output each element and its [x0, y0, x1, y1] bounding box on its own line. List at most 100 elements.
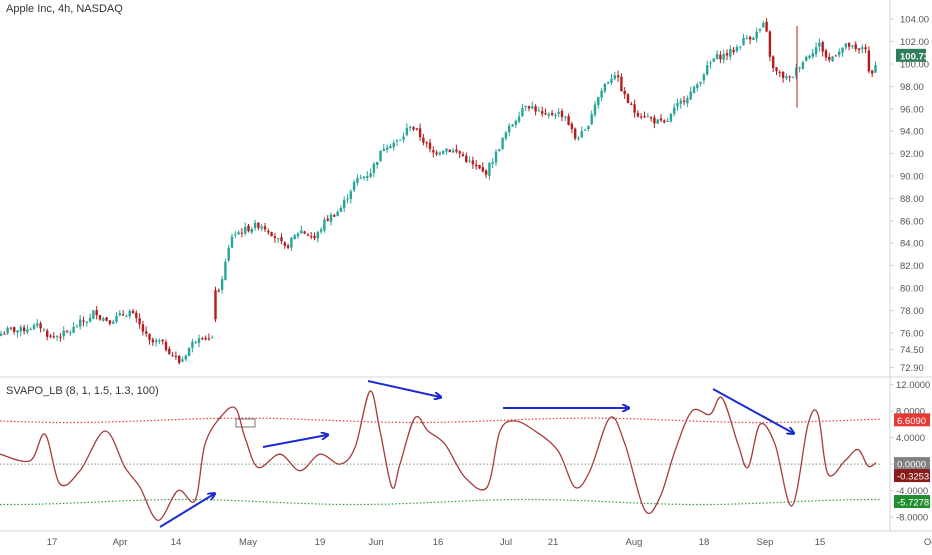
candle-body	[290, 237, 293, 248]
candle	[415, 128, 418, 131]
candle	[418, 123, 422, 141]
candle-body	[857, 48, 861, 50]
candle	[131, 308, 135, 314]
candle	[237, 230, 240, 235]
candle	[824, 48, 828, 62]
candle-body	[547, 113, 550, 116]
candle-body	[263, 226, 267, 230]
candle	[570, 121, 574, 134]
candle	[699, 81, 702, 87]
candle-body	[663, 120, 666, 123]
candle-body	[402, 136, 405, 140]
candle-body	[319, 229, 323, 232]
candle	[702, 72, 706, 85]
candle	[257, 222, 260, 231]
candle-body	[541, 111, 544, 114]
candle-body	[847, 43, 851, 47]
x-tick-label: Jun	[368, 537, 383, 548]
candle	[587, 125, 590, 132]
candle	[775, 66, 778, 76]
candle	[715, 50, 719, 60]
candle	[319, 227, 323, 235]
candle-body	[273, 236, 277, 239]
candle-body	[9, 327, 13, 329]
candle	[468, 156, 471, 164]
candle-body	[280, 237, 283, 242]
candle	[313, 232, 316, 241]
y-tick-label: 90.00	[900, 172, 924, 183]
candle-body	[168, 348, 171, 355]
candle	[630, 101, 633, 106]
candle	[580, 126, 583, 138]
candle-body	[204, 337, 207, 340]
candle	[412, 125, 415, 132]
zero-value-label: 0.0000	[897, 460, 926, 471]
candle	[79, 314, 82, 330]
lower-band-line	[0, 498, 880, 506]
candle-body	[481, 167, 484, 172]
candle-body	[326, 218, 329, 221]
candle-body	[329, 214, 333, 222]
candle-body	[405, 127, 409, 136]
candle-body	[178, 355, 181, 363]
divergence-arrow	[262, 435, 327, 448]
candle	[171, 351, 174, 357]
candle-body	[438, 152, 442, 155]
candle-body	[824, 50, 828, 58]
candle-body	[19, 327, 22, 332]
candle	[32, 323, 36, 330]
candle	[303, 230, 306, 235]
candle-body	[564, 116, 567, 118]
candle-body	[207, 338, 211, 340]
candle-body	[3, 333, 6, 335]
candle-body	[339, 207, 343, 212]
candle-body	[385, 147, 389, 150]
candle	[247, 224, 250, 233]
candle	[709, 60, 712, 69]
candle-body	[250, 228, 253, 233]
candle-body	[867, 50, 871, 72]
candle-body	[52, 336, 55, 338]
candle	[669, 113, 673, 123]
candle-body	[306, 234, 310, 236]
candle-body	[435, 152, 438, 155]
candle-body	[362, 176, 366, 178]
candle	[706, 60, 709, 76]
x-tick-label: 14	[171, 537, 182, 548]
candle	[211, 335, 214, 339]
candle-body	[801, 62, 805, 69]
candle-body	[607, 82, 610, 84]
candle	[59, 332, 62, 342]
candle	[356, 174, 359, 186]
candle-body	[517, 116, 521, 122]
candle	[557, 108, 560, 118]
candle	[362, 176, 366, 181]
candle-body	[758, 28, 762, 31]
candle	[138, 313, 141, 329]
candles-group	[0, 17, 877, 365]
candle	[323, 216, 326, 233]
x-tick-label: Sep	[757, 537, 774, 548]
candle	[689, 86, 692, 101]
candle	[316, 230, 319, 243]
candle	[488, 161, 491, 180]
candle-body	[227, 247, 230, 261]
candle	[663, 119, 666, 124]
candle	[517, 111, 521, 124]
candle	[696, 82, 699, 92]
candle-body	[428, 142, 432, 149]
candle	[567, 113, 570, 126]
x-tick-label: Oc	[924, 537, 932, 548]
candle-body	[712, 58, 715, 62]
candle-body	[673, 107, 676, 114]
candle	[818, 38, 821, 52]
candle-body	[181, 359, 184, 362]
candle-body	[108, 320, 112, 324]
candle-body	[616, 75, 620, 78]
candle-body	[92, 310, 95, 319]
candle	[174, 351, 178, 360]
candle-body	[82, 320, 85, 322]
candle-body	[448, 149, 451, 152]
candle	[511, 124, 514, 127]
last-price-badge	[896, 48, 926, 62]
